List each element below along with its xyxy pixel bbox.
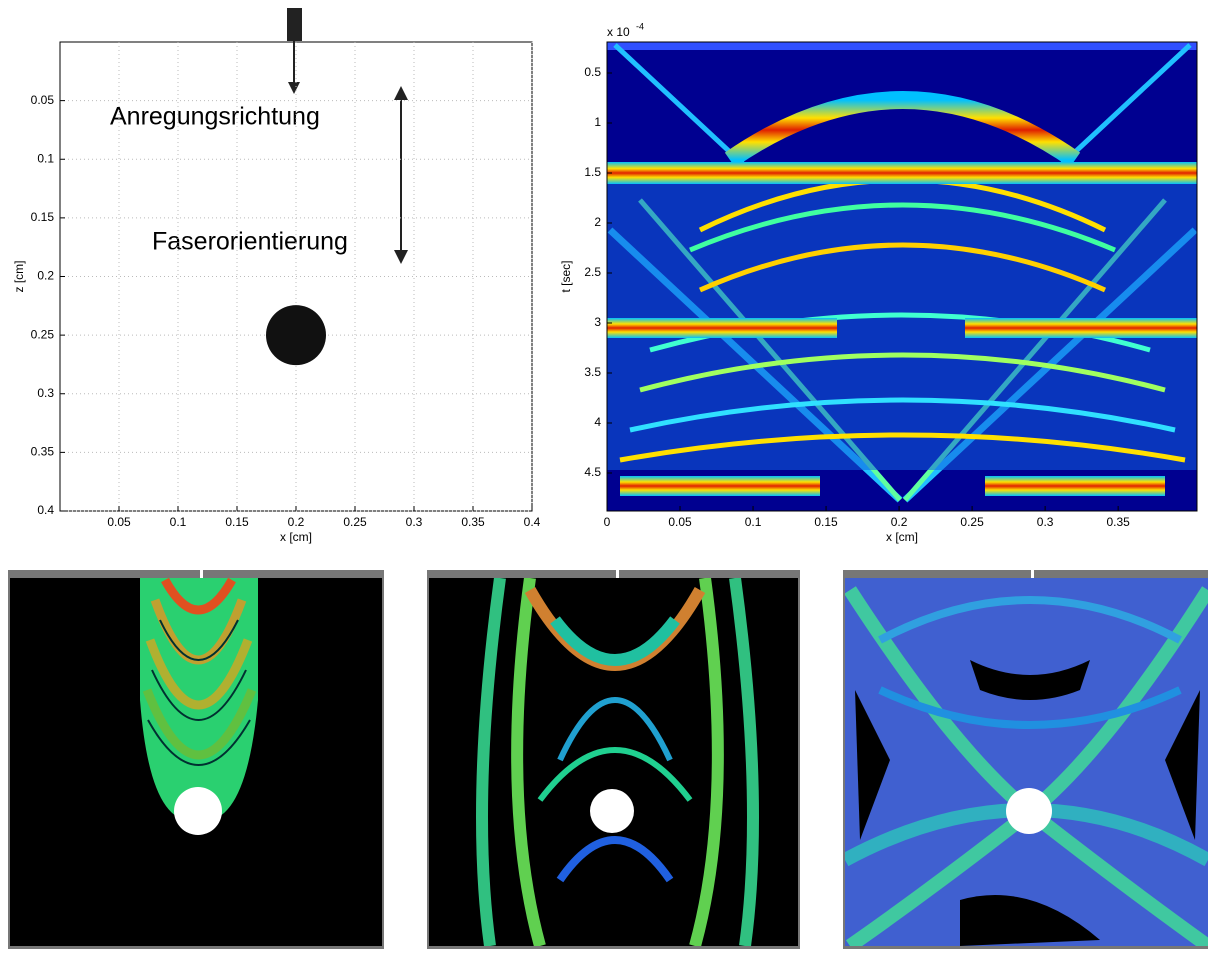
y-axis-label: t [sec] [559, 260, 573, 292]
y-axis-label: z [cm] [12, 261, 26, 293]
y-tick-label: 0.3 [37, 386, 54, 400]
x-tick-label: 0.25 [343, 515, 367, 529]
snapshot-marker [616, 570, 619, 578]
snapshot-marker [1031, 570, 1034, 578]
x-axis-label: x [cm] [886, 530, 918, 544]
page: {"chart_data": [ {"type": "scatter", "x"… [0, 0, 1208, 954]
x-tick-label: 0.35 [461, 515, 485, 529]
snapshot-marker [200, 570, 203, 578]
figure: Anregungsrichtung Faserorientierung x 10… [0, 0, 1208, 949]
annotation: Faserorientierung [152, 228, 348, 256]
x-axis-label: x [cm] [280, 530, 312, 544]
y-scale-label: x 10 [607, 25, 630, 39]
x-tick-label: 0 [604, 515, 611, 529]
y-tick-label: 3 [594, 315, 601, 329]
y-tick-label: 1 [594, 115, 601, 129]
x-tick-label: 0.1 [745, 515, 762, 529]
y-tick-label: 1.5 [584, 165, 601, 179]
x-tick-label: 0.15 [225, 515, 249, 529]
transducer [287, 8, 302, 41]
y-tick-label: 4 [594, 415, 601, 429]
x-tick-label: 0.05 [107, 515, 131, 529]
y-tick-label: 0.2 [37, 269, 54, 283]
x-tick-label: 0.35 [1106, 515, 1130, 529]
x-tick-label: 0.25 [960, 515, 984, 529]
y-tick-label: 3.5 [584, 365, 601, 379]
heatmap-image [607, 42, 1197, 511]
inclusion [266, 305, 326, 365]
x-tick-label: 0.15 [814, 515, 838, 529]
x-tick-label: 0.2 [891, 515, 908, 529]
snapshot-image [845, 578, 1208, 946]
y-tick-label: 0.35 [31, 445, 55, 459]
x-tick-label: 0.3 [406, 515, 423, 529]
y-tick-label: 0.4 [37, 503, 54, 517]
annotation: Anregungsrichtung [110, 103, 320, 131]
y-tick-label: 0.15 [31, 210, 55, 224]
y-tick-label: 2.5 [584, 265, 601, 279]
y-scale-exponent: -4 [636, 21, 644, 31]
x-tick-label: 0.1 [170, 515, 187, 529]
snapshot-image [429, 578, 798, 946]
y-tick-label: 0.1 [37, 151, 54, 165]
y-tick-label: 4.5 [584, 465, 601, 479]
y-tick-label: 0.5 [584, 65, 601, 79]
y-tick-label: 0.25 [31, 327, 55, 341]
x-tick-label: 0.4 [524, 515, 541, 529]
snapshot-image [10, 578, 382, 946]
x-tick-label: 0.3 [1037, 515, 1054, 529]
y-tick-label: 2 [594, 215, 601, 229]
x-tick-label: 0.2 [288, 515, 305, 529]
y-tick-label: 0.05 [31, 93, 55, 107]
x-tick-label: 0.05 [668, 515, 692, 529]
